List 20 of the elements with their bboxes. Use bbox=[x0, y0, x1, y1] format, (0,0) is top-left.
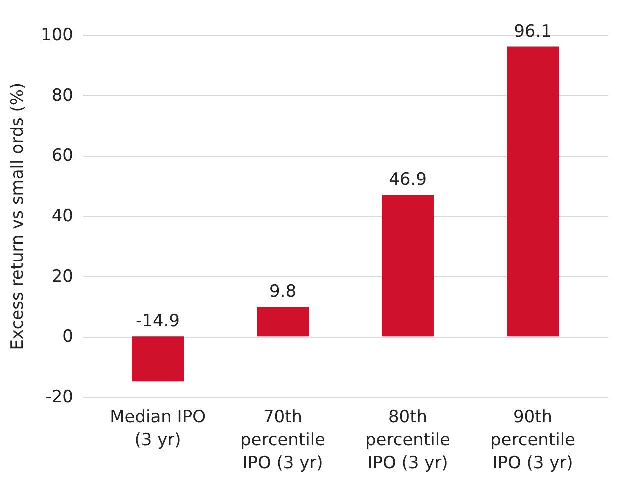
bar bbox=[382, 195, 434, 337]
y-tick-label: 80 bbox=[52, 86, 74, 106]
x-tick-label: 90th percentile IPO (3 yr) bbox=[490, 408, 576, 474]
bar bbox=[132, 336, 184, 382]
bar bbox=[507, 46, 559, 337]
y-tick-label: 100 bbox=[41, 26, 74, 46]
x-tick-label: Median IPO (3 yr) bbox=[110, 408, 206, 450]
x-tick-label: 80th percentile IPO (3 yr) bbox=[365, 408, 451, 474]
data-label: 96.1 bbox=[514, 22, 552, 42]
y-tick-label: 0 bbox=[62, 327, 74, 348]
y-tick-label: 20 bbox=[52, 266, 74, 287]
data-label: -14.9 bbox=[136, 312, 180, 332]
y-tick-label: 40 bbox=[52, 206, 74, 226]
bar bbox=[257, 307, 309, 337]
x-tick-label: 70th percentile IPO (3 yr) bbox=[240, 408, 326, 474]
y-axis-title: Excess return vs small ords (%) bbox=[8, 82, 28, 350]
y-tick-label: -20 bbox=[46, 388, 74, 408]
y-tick-label: 60 bbox=[52, 146, 74, 166]
data-label: 9.8 bbox=[269, 282, 297, 302]
data-label: 46.9 bbox=[389, 170, 427, 190]
